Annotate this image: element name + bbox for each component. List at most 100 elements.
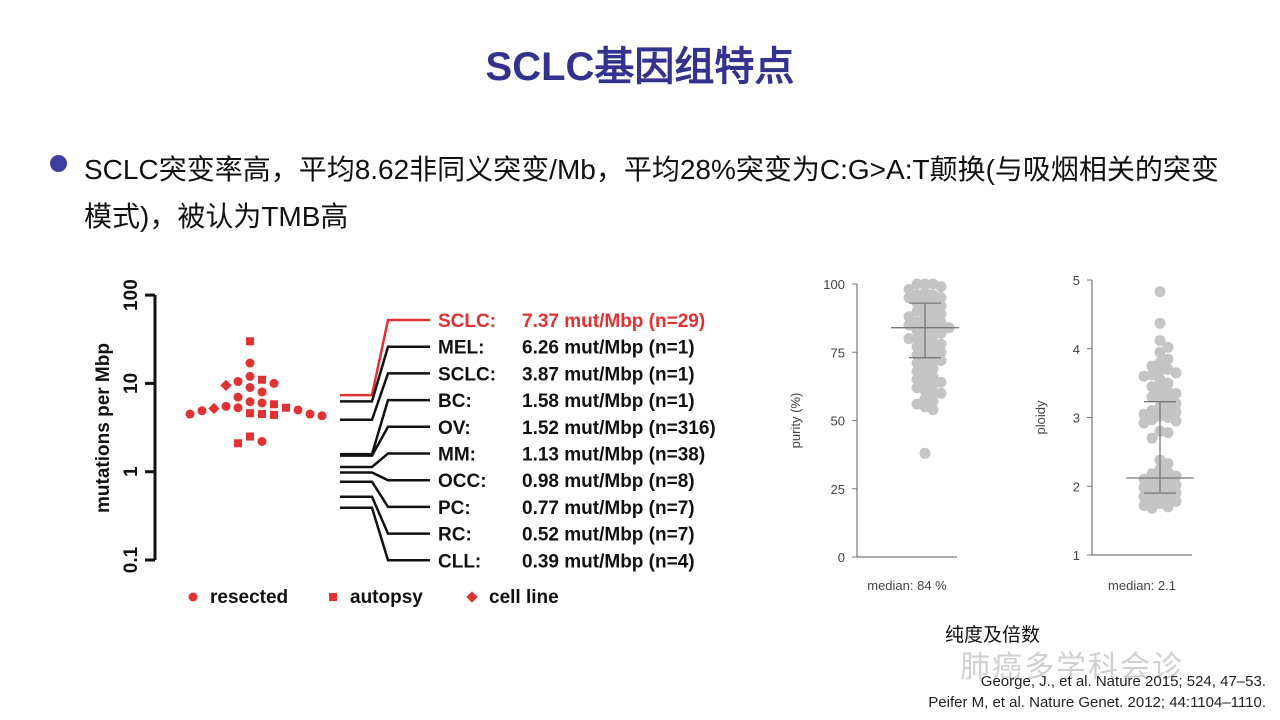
data-point (1162, 341, 1174, 353)
data-point-square (234, 439, 242, 448)
data-point (903, 283, 915, 295)
legend-label: autopsy (350, 587, 423, 608)
comparison-label: OV: (438, 418, 471, 439)
y-tick-label: 10 (121, 373, 142, 394)
data-point (1170, 406, 1182, 418)
y-axis-label: mutations per Mbp (93, 343, 114, 513)
data-point (1138, 408, 1150, 420)
data-point (1170, 470, 1182, 482)
data-point (1146, 502, 1158, 514)
data-point (927, 379, 939, 391)
data-point-circle (293, 405, 303, 415)
legend-label: cell line (489, 587, 559, 608)
comparison-value: 6.26 mut/Mbp (n=1) (522, 338, 695, 359)
data-point (935, 354, 947, 366)
data-point (1154, 346, 1166, 358)
data-point (1170, 367, 1182, 379)
y-tick-label: 25 (831, 482, 845, 497)
data-point (903, 333, 915, 345)
comparison-value: 1.52 mut/Mbp (n=316) (522, 418, 716, 439)
data-point (935, 308, 947, 320)
comparison-label: MM: (438, 445, 476, 466)
data-point (927, 404, 939, 416)
data-point (903, 311, 915, 323)
comparison-line (340, 506, 430, 562)
y-tick-label: 0.1 (121, 546, 142, 573)
data-point (935, 346, 947, 358)
comparison-label: OCC: (438, 471, 487, 492)
data-point (1154, 286, 1166, 298)
data-point-square (282, 403, 290, 412)
data-point-circle (233, 403, 243, 413)
comparison-label: SCLC: (438, 311, 496, 332)
purity-chart: 0 25 50 75 100 purity (%) median: 84 % (788, 277, 959, 593)
reference-2: Peifer M, et al. Nature Genet. 2012; 44:… (928, 694, 1266, 711)
y-tick-label: 50 (831, 414, 845, 429)
legend-square-icon (329, 593, 337, 601)
legend-diamond-icon (466, 591, 478, 603)
comparison-value: 1.58 mut/Mbp (n=1) (522, 391, 695, 412)
comparison-line (340, 372, 430, 422)
slide-title: SCLC基因组特点 (485, 45, 795, 89)
data-point-circle (257, 398, 267, 408)
legend-circle-icon (188, 592, 198, 602)
bullet-icon (50, 155, 67, 172)
data-point (927, 346, 939, 358)
comparison-label: CLL: (438, 551, 481, 572)
comparison-line (340, 471, 430, 482)
data-point-circle (233, 377, 243, 387)
data-point-diamond (220, 379, 232, 392)
data-point (927, 330, 939, 342)
comparison-line (340, 345, 430, 403)
data-point (1146, 360, 1158, 372)
data-point (911, 278, 923, 290)
y-tick-label: 100 (823, 277, 845, 292)
data-point (1170, 415, 1182, 427)
data-point (927, 395, 939, 407)
data-point (935, 292, 947, 304)
comparison-value: 0.77 mut/Mbp (n=7) (522, 498, 695, 519)
y-tick-label: 1 (121, 466, 142, 477)
data-point (911, 305, 923, 317)
data-point (935, 387, 947, 399)
data-point-square (258, 410, 266, 419)
comparison-label: SCLC: (438, 364, 496, 385)
comparison-value: 0.52 mut/Mbp (n=7) (522, 525, 695, 546)
data-point (1170, 495, 1182, 507)
data-point (1162, 377, 1174, 389)
data-point-square (246, 409, 254, 418)
data-point (1138, 417, 1150, 429)
data-point (1154, 317, 1166, 329)
data-point (903, 292, 915, 304)
reference-1: George, J., et al. Nature 2015; 524, 47–… (980, 673, 1266, 690)
median-label: median: 84 % (867, 578, 947, 593)
data-point (927, 387, 939, 399)
data-point-circle (245, 397, 255, 407)
data-point-square (270, 410, 278, 419)
data-point-circle (257, 387, 267, 397)
y-tick-label: 4 (1073, 342, 1080, 357)
y-tick-label: 100 (121, 279, 142, 311)
comparison-value: 0.98 mut/Mbp (n=8) (522, 471, 695, 492)
comparison-label: BC: (438, 391, 472, 412)
data-point-circle (233, 392, 243, 402)
data-point (1170, 398, 1182, 410)
data-point-circle (185, 409, 195, 419)
data-point-square (246, 337, 254, 346)
ploidy-chart: 1 2 3 4 5 ploidy median: 2.1 (1033, 273, 1194, 593)
data-point-circle (257, 436, 267, 446)
data-point (1162, 427, 1174, 439)
comparison-line (340, 480, 430, 509)
comparison-line (340, 452, 430, 469)
median-label: median: 2.1 (1108, 578, 1176, 593)
comparison-line (340, 495, 430, 535)
comparison-label: MEL: (438, 338, 484, 359)
watermark: 肺癌多学科会诊 (960, 651, 1184, 684)
data-point (1154, 335, 1166, 346)
y-tick-label: 75 (831, 345, 845, 360)
data-point-square (270, 400, 278, 409)
data-point-circle (245, 371, 255, 381)
data-point-diamond (208, 402, 220, 415)
data-point-circle (317, 411, 327, 421)
